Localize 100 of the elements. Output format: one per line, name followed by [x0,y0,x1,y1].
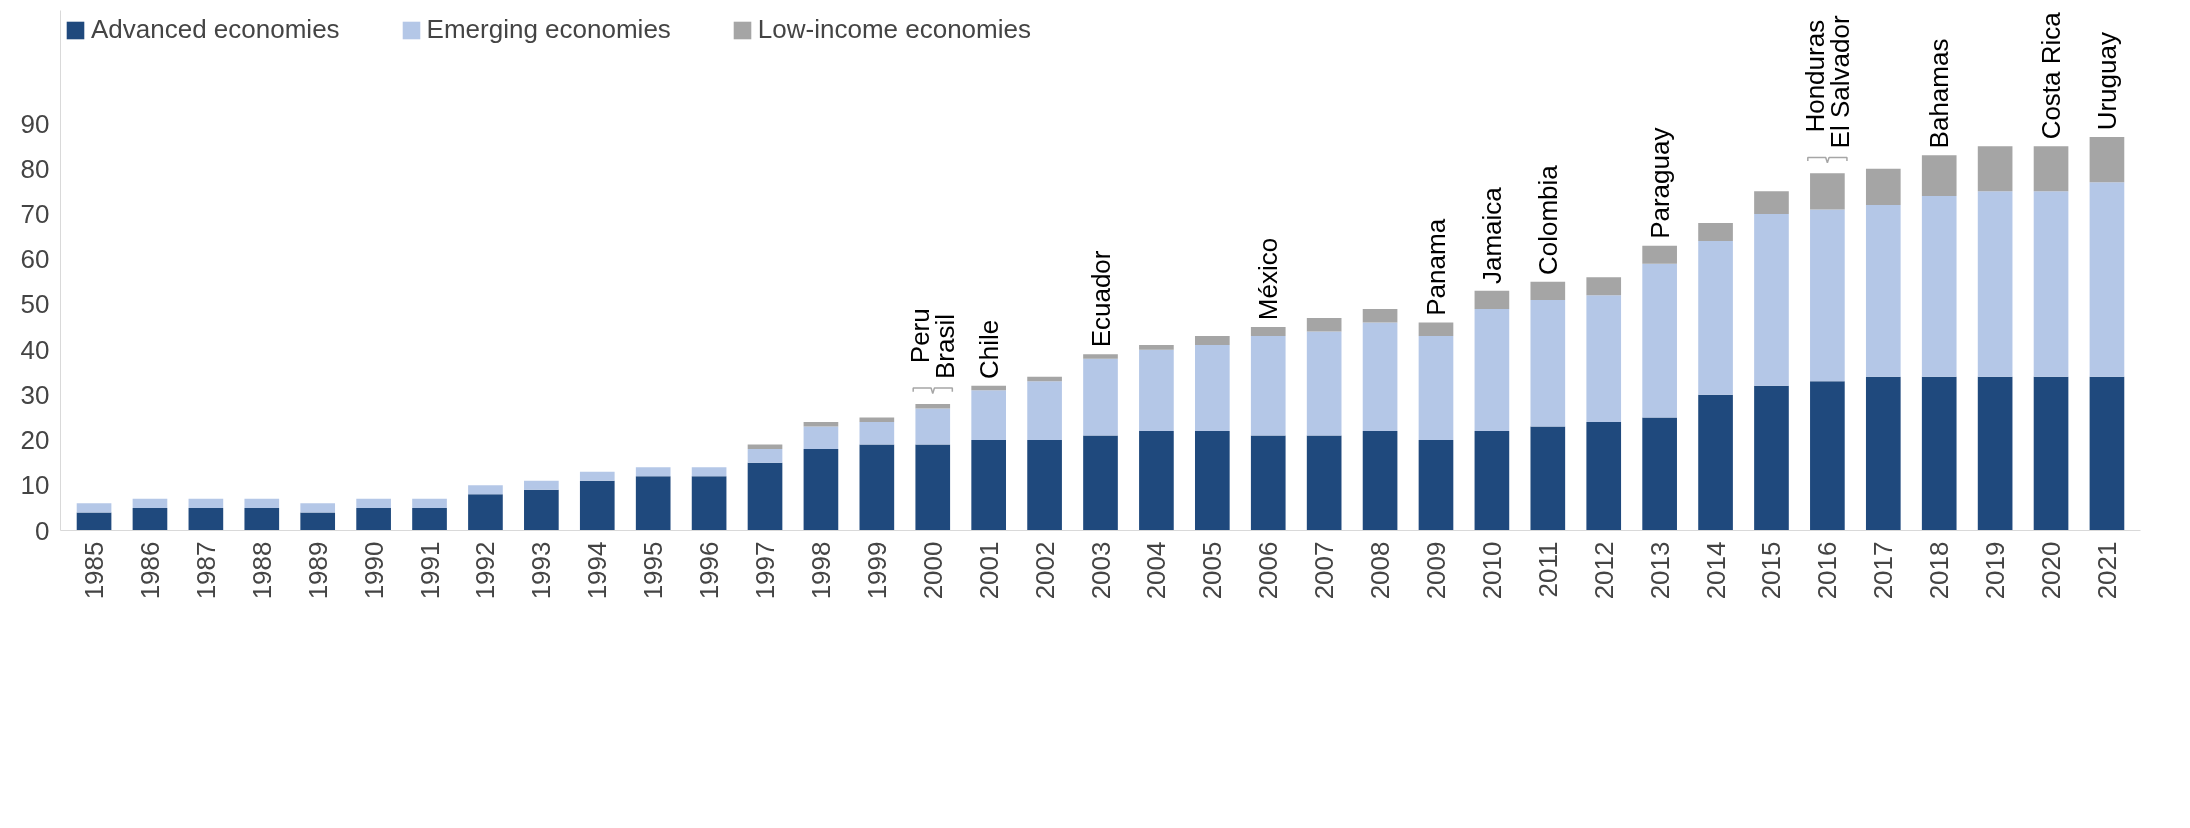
bar [468,485,503,495]
bar [244,507,280,531]
annotation: Chile [973,319,1004,380]
bar [2033,376,2069,531]
bar [1418,440,1454,531]
bar [971,440,1007,531]
x-tick-label: 1989 [302,541,333,600]
x-tick-label: 2015 [1756,541,1787,600]
bar [1083,435,1118,531]
bar [1194,345,1230,432]
x-tick-label: 1999 [861,541,892,600]
bar [188,498,224,508]
bar [1306,331,1342,436]
bar [1977,191,2013,377]
x-tick-label: 1994 [582,541,613,600]
bar [691,467,727,477]
bar [1530,299,1566,427]
x-tick-label: 1993 [526,541,557,600]
bar [1586,295,1622,422]
x-tick-label: 1987 [190,541,221,600]
bar [1306,435,1342,531]
annotation: Uruguay [2091,32,2122,131]
bar [747,449,783,463]
bar [1977,376,2013,531]
x-tick-label: 1990 [358,541,389,600]
x-tick-label: 1998 [805,541,836,600]
x-tick-label: 1988 [246,541,277,600]
y-tick-label: 50 [20,289,50,320]
x-tick-label: 2006 [1253,541,1284,600]
annotation: Ecuador [1085,250,1116,348]
bar [1698,394,1733,531]
legend-label: Advanced economies [91,14,340,45]
bar [803,421,839,427]
x-tick-label: 2012 [1588,541,1619,600]
x-tick-label: 2009 [1420,541,1451,600]
x-tick-label: 2001 [973,541,1004,600]
bar [1027,381,1062,441]
bar [1865,376,1901,531]
bar [1586,277,1622,296]
bar [1921,155,1957,196]
bar [635,476,671,531]
bar [1250,327,1286,337]
bar [412,507,447,531]
x-tick-label: 1986 [134,541,165,600]
bar [1027,440,1062,531]
bar [859,417,895,422]
bar [132,507,168,531]
x-tick-label: 2018 [1924,541,1955,600]
bar [1418,322,1454,337]
y-tick-label: 0 [35,515,50,546]
annotation: México [1253,237,1284,321]
x-tick-label: 2013 [1644,541,1675,600]
x-tick-label: 1996 [694,541,725,600]
x-tick-label: 1991 [414,541,445,600]
bar [356,507,391,531]
annotation: Paraguay [1644,127,1675,239]
bar [1418,336,1454,441]
bar [524,480,559,490]
bar [1362,431,1398,531]
x-tick-label: 2011 [1532,541,1563,598]
y-tick-label: 40 [20,334,50,365]
y-tick-label: 80 [20,153,50,184]
x-tick-label: 2014 [1700,541,1731,600]
bar [859,421,895,445]
y-tick-label: 10 [20,470,50,501]
bar [1698,241,1733,395]
x-tick-label: 2005 [1197,541,1228,600]
bar [1306,317,1342,332]
x-tick-label: 2000 [917,541,948,600]
bar [1921,376,1957,531]
bar [2089,376,2125,531]
bar [244,498,280,508]
x-tick-label: 2019 [1980,541,2011,600]
x-tick-label: 2021 [2091,541,2122,600]
bar [1865,204,1901,377]
bar [1754,213,1789,386]
bar [579,480,615,531]
bar [1139,349,1174,432]
bar [2089,182,2125,377]
y-tick-label: 70 [20,198,50,229]
bar [859,444,895,531]
x-tick-label: 2017 [1868,541,1899,600]
bar [1754,385,1789,531]
bar [300,503,336,513]
bar [1754,191,1789,214]
bar [1474,431,1510,531]
bar [1810,209,1845,382]
bar [356,498,391,508]
x-tick-label: 1985 [79,541,110,600]
bar [1810,173,1845,210]
bar [971,390,1007,441]
bar [188,507,224,531]
bar [524,489,559,531]
annotation: Costa Rica [2036,11,2067,140]
x-tick-label: 1995 [638,541,669,600]
bar [2033,191,2069,377]
bar [1362,308,1398,323]
bar [1250,435,1286,531]
bar [747,462,783,531]
bar [915,444,951,531]
